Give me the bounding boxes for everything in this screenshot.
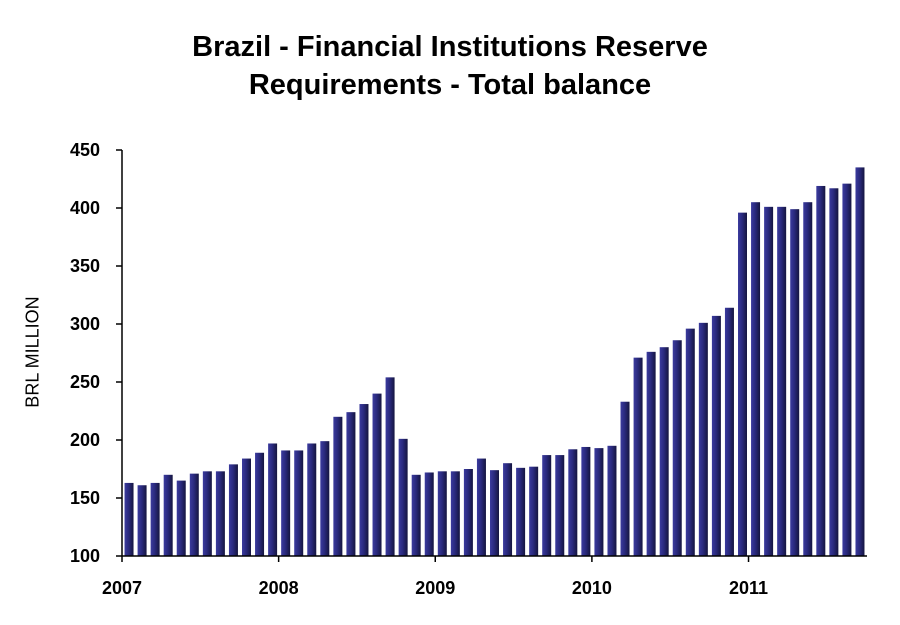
bar: 2007-05: 165	[176, 480, 186, 556]
bar: 2011-07: 417	[829, 188, 839, 556]
y-tick-label: 250	[70, 372, 100, 392]
bar: 2008-11: 170	[411, 474, 421, 556]
x-tick-label: 2011	[729, 578, 768, 598]
chart-title-line-1: Brazil - Financial Institutions Reserve	[192, 31, 708, 63]
bar: 2010-08: 296	[685, 328, 695, 556]
bar: 2007-11: 189	[255, 452, 265, 556]
bar: 2010-09: 301	[698, 322, 708, 556]
bar: 2010-07: 286	[672, 340, 682, 556]
x-tick-label: 2009	[415, 578, 455, 598]
y-tick-label: 100	[70, 546, 100, 566]
bar: 2008-05: 220	[333, 416, 343, 556]
bar: 2010-12: 396	[738, 212, 747, 556]
bar: 2011-01: 405	[751, 202, 761, 556]
bar: 2011-06: 419	[816, 185, 826, 556]
bar: 2008-08: 240	[372, 393, 382, 556]
y-tick-label: 400	[70, 198, 100, 218]
bar: 2009-04: 184	[476, 458, 486, 556]
bar: 2010-01: 193	[594, 448, 604, 556]
bar: 2008-12: 172	[424, 472, 434, 556]
bar: 2008-01: 191	[281, 450, 291, 556]
bar: 2009-10: 187	[555, 455, 565, 556]
bar: 2011-05: 405	[803, 202, 813, 556]
bar: 2010-03: 233	[620, 401, 630, 556]
y-tick-label: 200	[70, 430, 100, 450]
y-tick-label: 450	[70, 140, 100, 160]
bar: 2007-03: 163	[150, 482, 160, 556]
chart-title: Brazil - Financial Institutions Reserve …	[0, 28, 900, 104]
bar: 2008-09: 254	[385, 377, 395, 556]
bar: 2007-04: 170	[163, 474, 173, 556]
bar-series: 2007-01: 1632007-02: 1612007-03: 1632007…	[124, 167, 865, 556]
bar: 2011-09: 435	[855, 167, 865, 556]
bar: 2011-03: 401	[777, 206, 787, 556]
bar: 2010-02: 195	[607, 445, 617, 556]
bar: 2009-02: 173	[450, 471, 460, 556]
bar: 2009-06: 180	[503, 463, 513, 556]
bar: 2010-04: 271	[633, 357, 643, 556]
bar: 2007-10: 184	[242, 458, 251, 556]
bar: 2009-07: 176	[516, 467, 526, 556]
bar: 2007-08: 173	[215, 471, 225, 556]
bar: 2009-01: 173	[437, 471, 447, 556]
bar: 2007-02: 161	[137, 485, 147, 556]
bar: 2010-06: 280	[659, 347, 669, 556]
x-tick-label: 2010	[572, 578, 612, 598]
bar: 2009-05: 174	[490, 470, 499, 556]
bar: 2007-09: 179	[228, 464, 238, 556]
bar: 2008-10: 201	[398, 438, 408, 556]
bar: 2008-04: 199	[320, 441, 330, 556]
bar: 2007-12: 197	[268, 443, 278, 556]
bar: 2009-09: 187	[542, 455, 552, 556]
bar: 2009-08: 177	[529, 466, 539, 556]
x-tick-label: 2008	[259, 578, 299, 598]
bar: 2009-12: 194	[581, 446, 591, 556]
bar: 2008-02: 191	[294, 450, 304, 556]
x-tick-label: 2007	[102, 578, 142, 598]
y-tick-label: 150	[70, 488, 100, 508]
bar: 2007-07: 173	[202, 471, 212, 556]
y-tick-label: 350	[70, 256, 100, 276]
x-axis: 2007 2008 2009 2010 2011	[102, 555, 867, 598]
bar: 2011-02: 401	[764, 206, 774, 556]
bar: 2010-10: 307	[711, 315, 721, 556]
bar: 2008-03: 197	[307, 443, 317, 556]
bar: 2011-04: 399	[790, 209, 800, 556]
bar: 2009-11: 192	[568, 449, 578, 556]
bar: 2011-08: 421	[842, 183, 852, 556]
chart-title-line-2: Requirements - Total balance	[248, 69, 652, 101]
bar: 2008-07: 231	[359, 404, 369, 556]
bar: 2010-05: 276	[646, 351, 656, 556]
bar: 2008-06: 224	[346, 412, 356, 556]
y-tick-label: 300	[70, 314, 100, 334]
bar: 2007-06: 171	[189, 473, 199, 556]
bar: 2007-01: 163	[124, 482, 134, 556]
bar: 2009-03: 175	[463, 469, 473, 556]
bar: 2010-11: 314	[724, 307, 734, 556]
y-axis: 100 150 200 250 300 350 400 450	[70, 140, 123, 566]
